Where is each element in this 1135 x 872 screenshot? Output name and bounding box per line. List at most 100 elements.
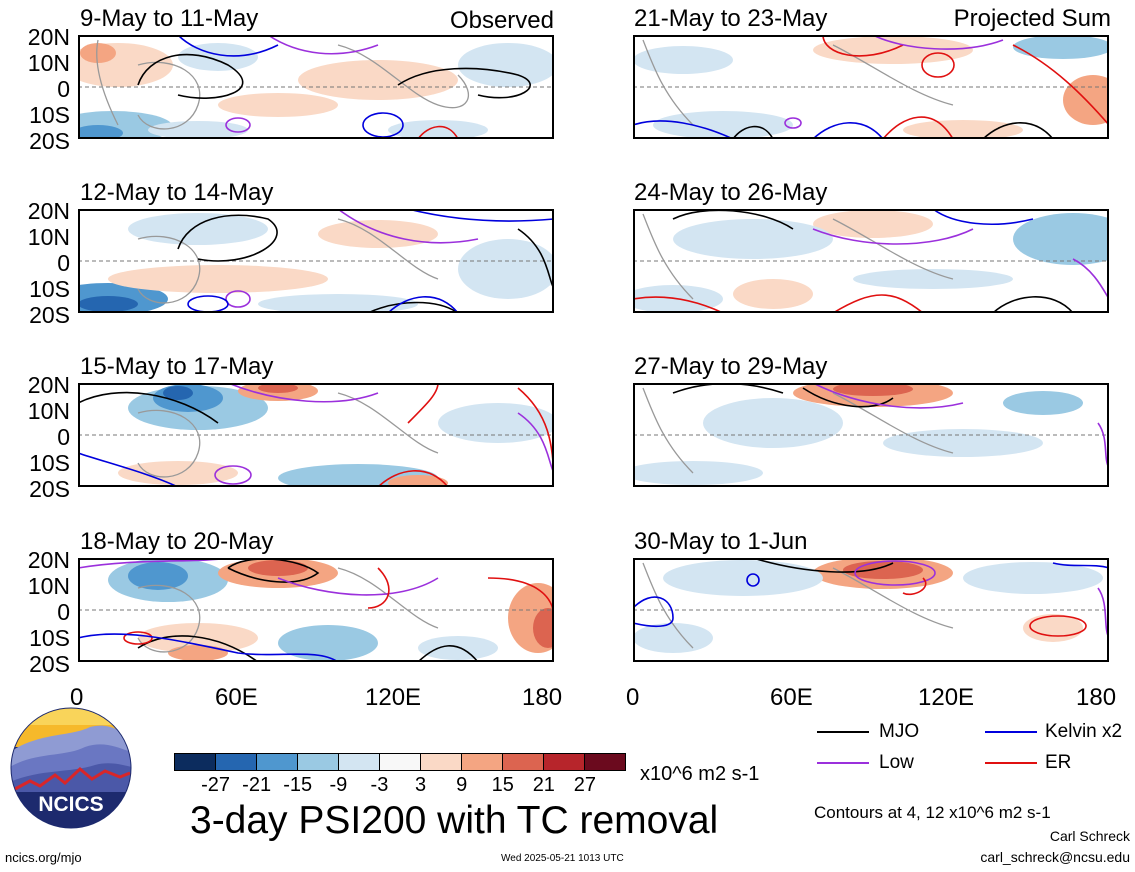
panel-title-8: 30-May to 1-Jun xyxy=(634,528,808,555)
lat-label: 0 xyxy=(57,424,70,450)
er-contour xyxy=(123,631,153,645)
colorbar-tick-label: 21 xyxy=(532,774,555,796)
panel-title-7: 18-May to 20-May xyxy=(80,528,274,555)
map-panel-4 xyxy=(633,209,1109,313)
kelvin-contour xyxy=(633,120,734,139)
colorbar-swatch xyxy=(215,754,256,770)
land-outline xyxy=(832,392,954,454)
colorbar-tick-label: -27 xyxy=(201,774,230,796)
shading xyxy=(633,558,1103,653)
kelvin-contour xyxy=(633,596,674,628)
panel-title-1: 9-May to 11-May xyxy=(80,5,259,32)
colorbar-tick-label: 27 xyxy=(573,774,597,796)
kelvin-contour xyxy=(177,35,279,57)
mjo-contour xyxy=(752,558,894,573)
er-contour xyxy=(1029,615,1087,637)
land-outline xyxy=(832,218,954,280)
er-contour xyxy=(902,577,927,596)
colorbar-swatch xyxy=(297,754,338,770)
er-contour xyxy=(822,35,904,57)
map-panel-1 xyxy=(78,35,554,139)
kelvin-contour xyxy=(407,209,554,222)
panel-frame xyxy=(78,35,554,139)
colorbar-swatch xyxy=(461,754,502,770)
colorbar-swatch xyxy=(543,754,584,770)
lat-label: 10N xyxy=(27,224,70,250)
map-panel-8 xyxy=(633,558,1109,662)
land-outline xyxy=(642,213,694,300)
land-outline xyxy=(337,392,439,454)
lat-label: 20S xyxy=(29,302,70,328)
lon-label: 0 xyxy=(70,684,84,711)
lat-label: 10N xyxy=(27,398,70,424)
er-contour xyxy=(882,116,954,139)
colorbar-tick-label: 3 xyxy=(414,774,427,796)
lat-label: 20N xyxy=(27,547,70,573)
low-contour xyxy=(267,35,379,55)
map-panel-5 xyxy=(78,383,554,487)
legend-label-low: Low xyxy=(879,752,914,773)
figure-title: 3-day PSI200 with TC removal xyxy=(190,799,719,842)
shading xyxy=(78,43,554,139)
low-contour xyxy=(812,228,974,245)
panel-frame xyxy=(78,558,554,662)
er-contour xyxy=(417,125,459,139)
er-contour xyxy=(633,296,724,313)
author-email: carl_schreck@ncsu.edu xyxy=(980,849,1130,865)
colorbar-tick-label: 9 xyxy=(456,774,468,796)
land-outline xyxy=(137,584,201,653)
low-contour xyxy=(225,290,251,308)
kelvin-contour xyxy=(78,633,339,662)
lat-label: 10S xyxy=(29,102,70,128)
land-outline xyxy=(96,39,119,126)
lat-label: 20N xyxy=(27,24,70,50)
lat-label: 0 xyxy=(57,76,70,102)
panel-frame xyxy=(78,383,554,487)
panel-corner-label-2: Projected Sum xyxy=(953,5,1111,32)
kelvin-contour xyxy=(387,296,459,313)
land-outline xyxy=(642,39,694,126)
lon-label: 0 xyxy=(626,684,640,711)
colorbar-tick-label: -3 xyxy=(370,774,389,796)
mjo-contour xyxy=(367,301,459,313)
lat-label: 0 xyxy=(57,599,70,625)
low-contour xyxy=(227,383,379,403)
land-outline xyxy=(337,44,469,109)
low-contour xyxy=(277,577,439,596)
mjo-contour xyxy=(397,67,531,99)
mjo-contour xyxy=(992,296,1074,313)
shading xyxy=(633,210,1109,313)
mjo-contour xyxy=(177,214,278,262)
lat-label: 10N xyxy=(27,573,70,599)
colorbar-ticks: -27 -21 -15 -9 -3 3 9 15 21 27 xyxy=(174,775,626,799)
ncics-logo: NCICS xyxy=(10,707,132,829)
lat-label: 20N xyxy=(27,372,70,398)
colorbar-tick-label: -9 xyxy=(329,774,348,796)
legend-line-mjo xyxy=(817,731,869,733)
panel-title-6: 27-May to 29-May xyxy=(634,353,828,380)
panel-frame xyxy=(633,35,1109,139)
shading xyxy=(633,383,1083,485)
land-outline xyxy=(337,218,439,280)
map-panel-3 xyxy=(78,209,554,313)
map-panel-2 xyxy=(633,35,1109,139)
lat-label: 10S xyxy=(29,276,70,302)
colorbar-swatch xyxy=(584,754,625,770)
panel-frame xyxy=(633,209,1109,313)
kelvin-contour xyxy=(187,295,229,313)
colorbar-swatch xyxy=(256,754,297,770)
colorbar-units: x10^6 m2 s-1 xyxy=(640,763,760,785)
er-contour xyxy=(407,383,439,424)
shading xyxy=(78,213,554,313)
mjo-contour xyxy=(417,645,479,662)
colorbar-swatch xyxy=(379,754,420,770)
low-contour xyxy=(214,465,252,485)
colorbar-swatch xyxy=(175,754,215,770)
land-outline xyxy=(832,44,954,106)
panel-corner-label-1: Observed xyxy=(449,7,554,34)
shading xyxy=(633,35,1109,139)
lat-label: 10N xyxy=(27,50,70,76)
mjo-contour xyxy=(137,53,244,99)
mjo-contour xyxy=(982,122,1054,139)
lat-label: 10S xyxy=(29,450,70,476)
